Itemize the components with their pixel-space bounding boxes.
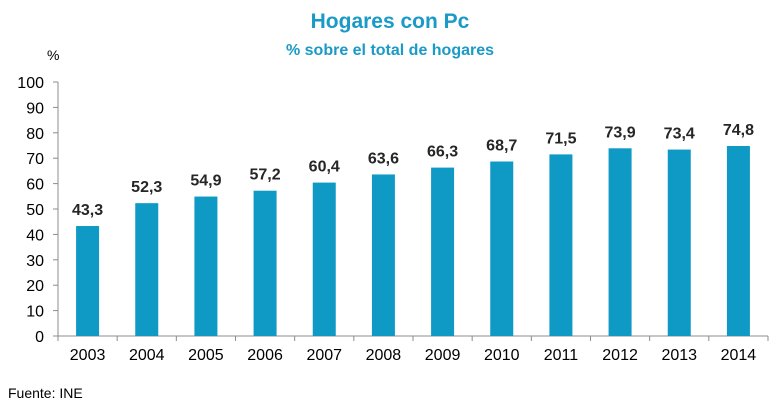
data-label: 73,9 [605, 124, 636, 141]
bar [667, 149, 691, 336]
x-tick-label: 2003 [70, 347, 106, 364]
x-tick-label: 2008 [366, 347, 402, 364]
y-tick-label: 70 [26, 151, 44, 168]
y-axis-unit: % [47, 47, 60, 63]
x-tick-label: 2004 [129, 347, 165, 364]
data-label: 66,3 [427, 144, 458, 161]
data-label: 43,3 [72, 202, 103, 219]
bar [76, 226, 100, 336]
data-label: 73,4 [664, 126, 695, 143]
x-tick-label: 2006 [247, 347, 283, 364]
y-tick-label: 30 [26, 253, 44, 270]
y-tick-label: 60 [26, 177, 44, 194]
data-label: 71,5 [545, 130, 576, 147]
source-note: Fuente: INE [8, 385, 83, 401]
x-tick-label: 2011 [544, 347, 579, 364]
bar [549, 154, 573, 336]
chart-title: Hogares con Pc [310, 10, 470, 33]
x-tick-label: 2009 [425, 347, 461, 364]
x-tick-label: 2012 [602, 347, 638, 364]
bar [608, 148, 632, 336]
y-tick-label: 40 [26, 227, 44, 244]
data-label: 52,3 [131, 179, 162, 196]
bar [253, 190, 277, 336]
data-label: 57,2 [250, 167, 281, 184]
bar [726, 146, 750, 336]
bar [312, 182, 336, 336]
y-tick-label: 10 [26, 304, 44, 321]
bar [371, 174, 395, 336]
x-tick-label: 2010 [484, 347, 520, 364]
bar [490, 161, 514, 336]
y-tick-label: 50 [26, 202, 44, 219]
chart-subtitle: % sobre el total de hogares [285, 42, 495, 59]
x-tick-label: 2014 [721, 347, 757, 364]
data-label: 74,8 [723, 122, 754, 139]
bar [135, 203, 159, 336]
y-tick-label: 90 [26, 100, 44, 117]
data-label: 63,6 [368, 150, 399, 167]
y-tick-label: 0 [35, 329, 44, 346]
data-label: 60,4 [309, 159, 340, 176]
data-label: 54,9 [190, 173, 221, 190]
y-tick-label: 100 [17, 75, 44, 92]
y-tick-label: 20 [26, 278, 44, 295]
x-tick-label: 2007 [306, 347, 342, 364]
bar [431, 167, 455, 336]
x-tick-label: 2005 [188, 347, 224, 364]
data-label: 68,7 [486, 138, 517, 155]
bar [194, 196, 218, 336]
x-tick-label: 2013 [661, 347, 697, 364]
y-tick-label: 80 [26, 126, 44, 143]
